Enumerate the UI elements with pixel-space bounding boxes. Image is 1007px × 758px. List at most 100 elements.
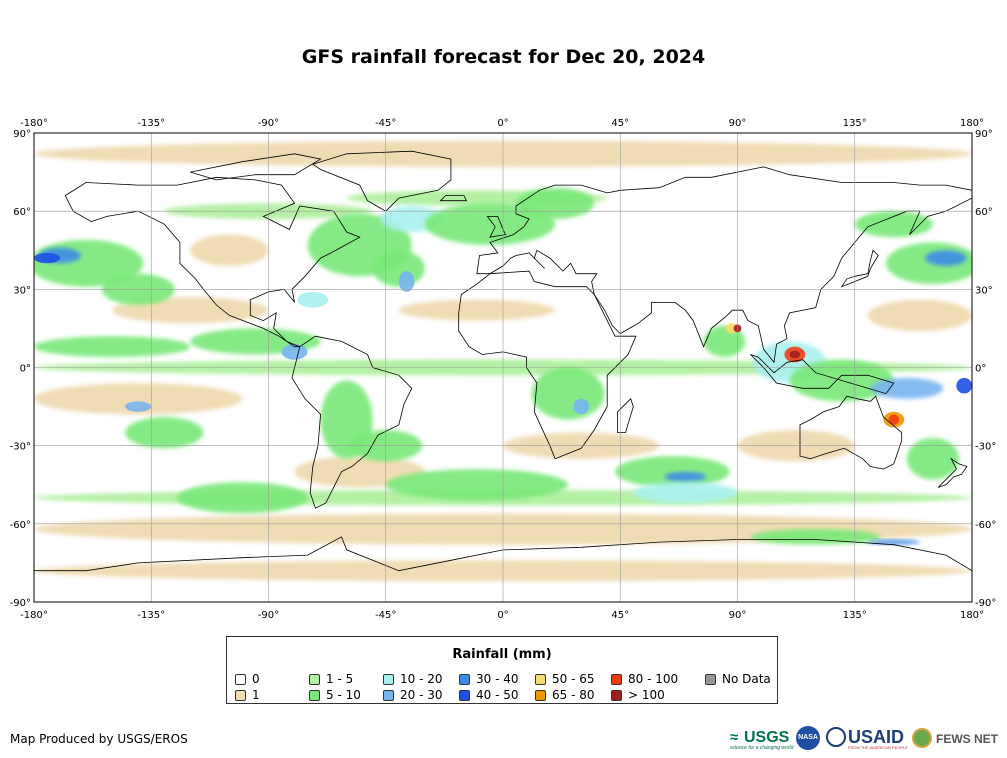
legend-swatch [309, 674, 320, 685]
coastline-africa [458, 270, 637, 460]
lon-tick-top: 45° [611, 118, 629, 129]
nasa-logo[interactable]: NASA [796, 726, 822, 752]
rain-zone [703, 325, 746, 358]
rain-zone [516, 187, 595, 219]
rain-zone [633, 482, 738, 503]
rain-zone [424, 203, 556, 246]
lon-tick-top: 0° [497, 118, 508, 129]
legend-swatch [383, 674, 394, 685]
rain-zone [385, 469, 569, 501]
lon-tick-bottom: 135° [843, 610, 867, 621]
legend-item: 5 - 10 [309, 689, 361, 701]
lon-tick-top: -90° [258, 118, 279, 129]
lon-tick-bottom: -180° [20, 610, 48, 621]
rain-zone [34, 252, 61, 264]
graticule [34, 133, 972, 602]
fewsnet-logo[interactable]: FEWS NET [912, 726, 998, 752]
legend-item: 65 - 80 [535, 689, 595, 701]
legend-swatch [383, 690, 394, 701]
legend-item: 20 - 30 [383, 689, 443, 701]
rain-zone [177, 482, 308, 514]
rainfall-map[interactable]: -180° -180° -135° -135° -90° -90° -45° -45° 0° 0°… [0, 0, 1007, 640]
lon-tick-bottom: 0° [497, 610, 508, 621]
lat-tick-left: 0° [20, 364, 31, 375]
lon-tick-top: -135° [137, 118, 165, 129]
rain-zone [888, 414, 900, 425]
rain-zone [531, 367, 605, 420]
fews-globe-icon [912, 728, 932, 748]
nasa-meatball-icon [796, 726, 820, 750]
light-rain-band [34, 383, 243, 415]
lon-tick-bottom: -135° [137, 610, 165, 621]
light-rain-band [398, 299, 556, 321]
light-rain-band [867, 299, 972, 332]
lat-tick-left: 90° [13, 129, 31, 140]
axis-labels: -180° -180° -135° -135° -90° -90° -45° -45° 0° 0°… [10, 118, 997, 621]
lat-tick-right: 30° [975, 285, 993, 296]
page-title: GFS rainfall forecast for Dec 20, 2024 [301, 46, 706, 68]
legend-label: 50 - 65 [552, 672, 595, 686]
rain-zone [750, 529, 881, 545]
legend-label: 1 - 5 [326, 672, 354, 686]
usaid-logo[interactable]: USAID FROM THE AMERICAN PEOPLE [826, 726, 908, 752]
lon-tick-bottom: 45° [611, 610, 629, 621]
lon-tick-top: 135° [843, 118, 867, 129]
usaid-seal-icon [826, 727, 846, 747]
rain-zone [297, 291, 329, 308]
rain-zone [956, 377, 972, 394]
legend-swatch [535, 674, 546, 685]
legend-swatch [235, 690, 246, 701]
coastline-iceland [439, 195, 468, 202]
legend-title: Rainfall (mm) [452, 647, 552, 662]
legend-item: 1 - 5 [309, 673, 353, 685]
legend-swatch [611, 690, 622, 701]
credit-text: Map Produced by USGS/EROS [10, 732, 188, 746]
legend-item: 30 - 40 [459, 673, 519, 685]
lon-tick-bottom: -90° [258, 610, 279, 621]
coastline-north-america [64, 176, 361, 348]
legend-label: 30 - 40 [476, 672, 519, 686]
rain-zone [867, 539, 920, 545]
legend: Rainfall (mm) 0 1 1 - 5 5 - 10 10 - 20 20 - 3… [226, 636, 778, 704]
legend-label: 40 - 50 [476, 688, 519, 702]
rain-zone [34, 336, 191, 358]
lat-tick-right: 90° [975, 129, 993, 140]
usgs-logo[interactable]: ≈ USGS science for a changing world [730, 729, 794, 751]
coastline-south-america [291, 335, 413, 509]
legend-item: 1 [235, 689, 260, 701]
legend-swatch [535, 690, 546, 701]
coastline-greenland [311, 150, 452, 212]
lon-tick-top: 90° [729, 118, 747, 129]
lon-tick-top: -180° [20, 118, 48, 129]
lat-tick-left: 30° [13, 285, 31, 296]
rain-zone [125, 401, 152, 412]
legend-label: > 100 [628, 688, 665, 702]
coastlines-layer [34, 150, 972, 602]
legend-item: 10 - 20 [383, 673, 443, 685]
legend-swatch [611, 674, 622, 685]
legend-swatch [235, 674, 246, 685]
lon-tick-bottom: 180° [960, 610, 984, 621]
legend-label: 0 [252, 672, 260, 686]
rain-zone [854, 211, 933, 238]
legend-label: 20 - 30 [400, 688, 443, 702]
legend-label: 1 [252, 688, 260, 702]
coastline-new-zealand [937, 457, 968, 488]
lat-tick-right: 0° [975, 364, 986, 375]
lon-tick-bottom: -45° [375, 610, 396, 621]
coastline-antarctica [34, 536, 972, 602]
legend-item: 0 [235, 673, 260, 685]
legend-swatch [459, 690, 470, 701]
legend-label: 80 - 100 [628, 672, 679, 686]
rain-zone [281, 344, 308, 360]
rain-zone [925, 250, 967, 266]
lat-tick-right: -30° [975, 442, 996, 453]
legend-swatch [705, 674, 716, 685]
legend-item: 50 - 65 [535, 673, 595, 685]
lat-tick-left: -60° [10, 520, 31, 531]
rain-zone [789, 350, 801, 359]
legend-label: 5 - 10 [326, 688, 361, 702]
rain-zone [664, 471, 707, 483]
lat-tick-right: -60° [975, 520, 996, 531]
lat-tick-right: -90° [975, 598, 996, 609]
